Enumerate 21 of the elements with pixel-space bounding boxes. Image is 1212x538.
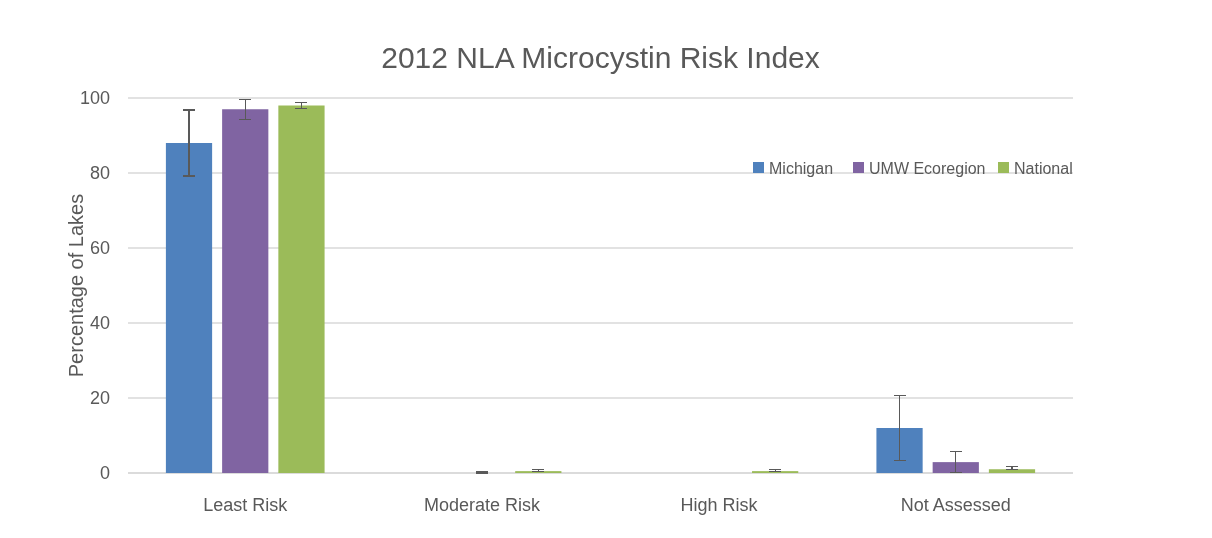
bar <box>988 469 1036 473</box>
bar <box>932 462 979 473</box>
y-tick-label: 80 <box>89 163 110 184</box>
y-tick-label: 60 <box>89 238 110 259</box>
y-tick-label: 100 <box>79 88 110 109</box>
x-tick-label: Moderate Risk <box>424 495 542 515</box>
bar <box>876 428 923 473</box>
y-tick-label: 0 <box>99 463 110 484</box>
y-tick-label: 40 <box>89 313 110 334</box>
x-tick-label: Least Risk <box>203 495 289 515</box>
x-tick-label: High Risk <box>680 495 759 515</box>
bar <box>165 143 213 473</box>
chart-title: 2012 NLA Microcystin Risk Index <box>381 41 820 74</box>
x-tick-label: Not Assessed <box>900 495 1011 515</box>
legend-label: Michigan <box>769 159 834 177</box>
y-axis-title: Percentage of Lakes <box>65 193 87 378</box>
y-tick-label: 20 <box>89 388 110 409</box>
legend-label: UMW Ecoregion <box>869 159 986 177</box>
legend-label: National <box>1014 159 1073 177</box>
bar <box>222 109 269 473</box>
bar <box>278 105 325 473</box>
